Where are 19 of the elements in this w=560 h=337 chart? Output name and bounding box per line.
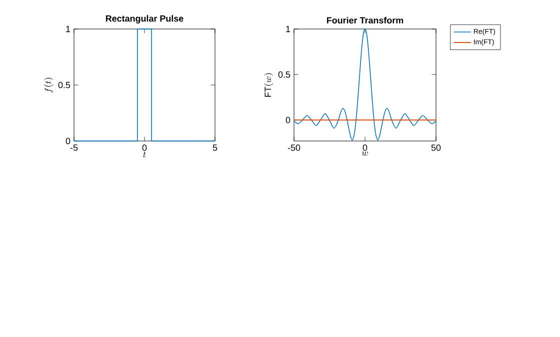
y-axis-title: $\mathrm{FT}(w)$ <box>264 73 274 97</box>
y-tick-label: 0 <box>286 116 290 124</box>
x-tick-label: -50 <box>288 144 300 151</box>
y-tick-label: 0.5 <box>278 71 290 78</box>
y-axis-title: $f(t)$ <box>44 78 54 92</box>
y-tick-label: 0 <box>66 138 70 144</box>
y-tick-label: 1 <box>286 26 290 32</box>
line-series <box>294 28 436 140</box>
x-axis-title: $t$ <box>143 152 146 158</box>
y-tick-label: 0.5 <box>58 82 70 88</box>
x-tick-label: 50 <box>431 144 441 151</box>
chart-title: Fourier Transform <box>326 16 404 24</box>
x-axis-title: $w$ <box>362 152 368 156</box>
x-tick-label: 0 <box>142 144 147 151</box>
y-tick-label: 1 <box>66 26 70 32</box>
x-tick-label: 0 <box>362 144 368 151</box>
x-tick-label: -5 <box>70 144 78 151</box>
x-tick-label: 5 <box>212 144 218 151</box>
chart-title: Rectangular Pulse <box>106 15 184 24</box>
